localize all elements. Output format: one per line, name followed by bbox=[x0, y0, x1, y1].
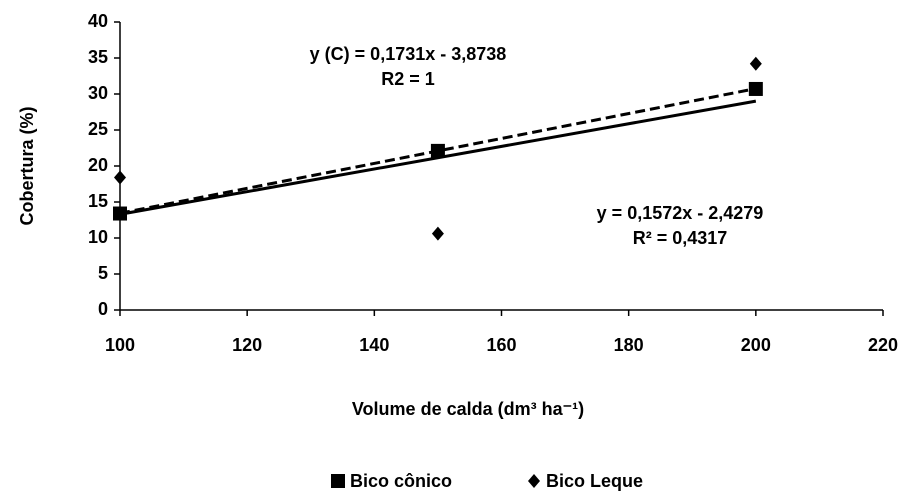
x-tick-label: 140 bbox=[359, 335, 389, 355]
y-tick-label: 5 bbox=[98, 263, 108, 283]
x-tick-label: 100 bbox=[105, 335, 135, 355]
marker bbox=[749, 56, 762, 71]
x-tick-label: 120 bbox=[232, 335, 262, 355]
y-tick-label: 25 bbox=[88, 119, 108, 139]
legend-marker bbox=[331, 474, 345, 488]
x-tick-label: 160 bbox=[486, 335, 516, 355]
y-tick-label: 40 bbox=[88, 11, 108, 31]
legend-marker bbox=[528, 474, 540, 488]
marker bbox=[431, 226, 444, 241]
y-tick-label: 30 bbox=[88, 83, 108, 103]
x-axis-title: Volume de calda (dm³ ha⁻¹) bbox=[352, 399, 584, 419]
annotation: y (C) = 0,1731x - 3,8738 bbox=[310, 44, 507, 64]
marker bbox=[114, 170, 126, 185]
y-tick-label: 15 bbox=[88, 191, 108, 211]
marker bbox=[113, 206, 127, 221]
marker bbox=[430, 143, 445, 158]
annotation: R² = 0,4317 bbox=[633, 228, 728, 248]
legend-label: Bico cônico bbox=[350, 471, 452, 491]
x-tick-label: 180 bbox=[614, 335, 644, 355]
y-tick-label: 20 bbox=[88, 155, 108, 175]
annotation: y = 0,1572x - 2,4279 bbox=[597, 203, 764, 223]
y-axis-title: Cobertura (%) bbox=[17, 106, 37, 225]
y-tick-label: 0 bbox=[98, 299, 108, 319]
legend-label: Bico Leque bbox=[546, 471, 643, 491]
x-tick-label: 200 bbox=[741, 335, 771, 355]
annotation: R2 = 1 bbox=[381, 69, 435, 89]
y-tick-label: 35 bbox=[88, 47, 108, 67]
marker bbox=[748, 81, 763, 96]
x-tick-label: 220 bbox=[868, 335, 898, 355]
y-tick-label: 10 bbox=[88, 227, 108, 247]
